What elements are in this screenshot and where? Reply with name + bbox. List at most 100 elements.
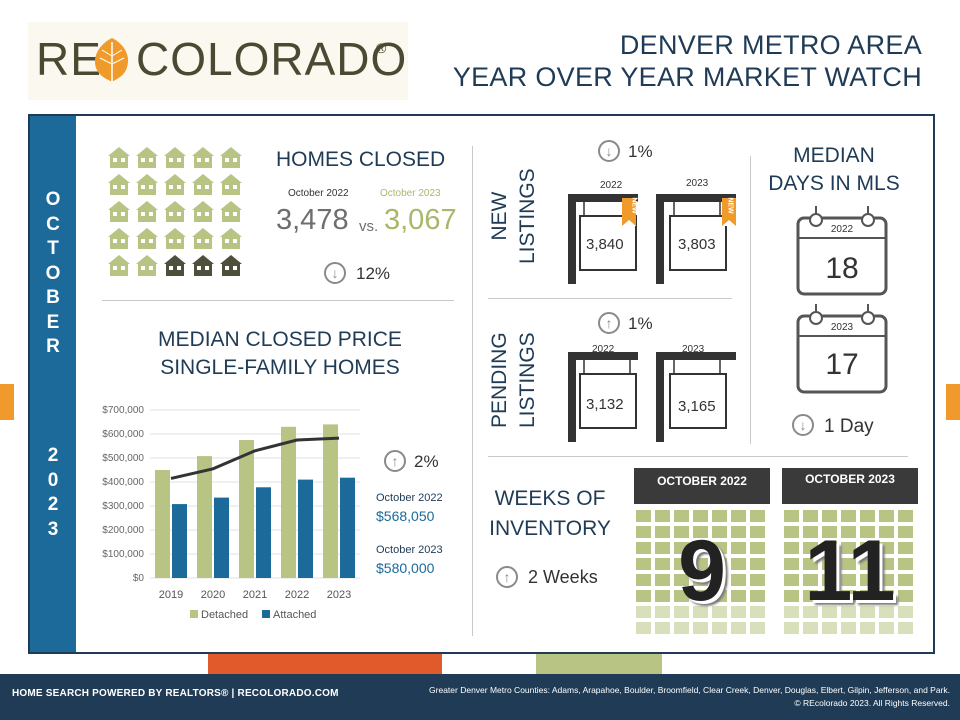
- bar-detached: [197, 456, 212, 578]
- bar-attached: [340, 477, 355, 578]
- new-listings-label-line2: LISTINGS: [516, 168, 539, 264]
- calendar-cell: [784, 558, 799, 570]
- calendar-cell: [822, 606, 837, 618]
- calendar-cell: [655, 558, 670, 570]
- house-icon: [108, 174, 130, 195]
- footer: HOME SEARCH POWERED BY REALTORS® | RECOL…: [0, 674, 960, 720]
- calendar-cell: [655, 590, 670, 602]
- calendar-icon: [796, 206, 888, 296]
- median-price-label-2022: October 2022: [376, 492, 443, 504]
- sidebar-letter: R: [46, 336, 60, 357]
- calendar-cell: [879, 606, 894, 618]
- house-icon: [220, 228, 242, 249]
- divider-vertical: [750, 156, 751, 444]
- arrow-up-icon: ↑: [496, 566, 518, 588]
- sign-post-icon: [656, 352, 736, 442]
- divider-vertical: [472, 146, 473, 636]
- median-price-chart: $0 $100,000 $200,000 $300,000 $400,000 $500,0…: [102, 405, 360, 621]
- house-icon: [136, 201, 158, 222]
- trend-line: [170, 436, 340, 480]
- pending-listings-value-2022: 3,132: [586, 396, 624, 413]
- pending-listings-change: 1%: [628, 314, 653, 333]
- house-icon: [192, 255, 214, 276]
- new-listings-signs: [568, 194, 736, 284]
- calendar-cell: [693, 542, 708, 554]
- calendar-cell: [655, 606, 670, 618]
- arrow-down-icon: ↓: [792, 414, 814, 436]
- days-in-mls-value-2022: 18: [825, 252, 859, 285]
- x-tick-label: 2022: [285, 589, 309, 601]
- inventory-label-2023: OCTOBER 2023: [805, 472, 895, 486]
- page-title-line2: YEAR OVER YEAR MARKET WATCH: [452, 62, 922, 92]
- sidebar-digit: 0: [47, 469, 59, 491]
- calendar-cell: [784, 590, 799, 602]
- footer-right-text: Greater Denver Metro Counties: Adams, Ar…: [429, 684, 950, 710]
- new-listings-year-2022: 2022: [600, 180, 623, 191]
- median-price-change: 2%: [414, 452, 439, 471]
- sidebar-year: 2 0 2 3: [30, 444, 76, 542]
- calendar-cell: [712, 590, 727, 602]
- house-icon: [108, 255, 130, 276]
- inventory-calendar-2022: [634, 468, 770, 634]
- calendar-header: [634, 468, 770, 504]
- house-icon: [136, 255, 158, 276]
- sidebar-letter: O: [45, 262, 61, 284]
- calendar-cell: [898, 542, 913, 554]
- calendar-cell: [693, 622, 708, 634]
- y-tick-label: $700,000: [102, 405, 144, 416]
- footer-counties: Greater Denver Metro Counties: Adams, Ar…: [429, 685, 950, 695]
- calendar-cell: [636, 510, 651, 522]
- calendar-cell: [860, 526, 875, 538]
- days-in-mls-title: MEDIAN DAYS IN MLS: [754, 142, 914, 198]
- calendar-cell: [655, 622, 670, 634]
- inventory-value-2023: 11: [804, 523, 896, 619]
- calendar-cell: [784, 542, 799, 554]
- new-badge: NEW: [626, 197, 638, 213]
- y-tick-label: $0: [133, 573, 145, 584]
- calendar-cell: [731, 574, 746, 586]
- aspen-leaf-icon: [94, 38, 129, 82]
- new-badge: NEW: [722, 197, 734, 213]
- house-icon: [220, 201, 242, 222]
- y-tick-label: $500,000: [102, 453, 144, 464]
- y-tick-label: $300,000: [102, 501, 144, 512]
- calendar-cell: [636, 622, 651, 634]
- calendar-cell: [636, 574, 651, 586]
- calendar-cell: [841, 590, 856, 602]
- pending-listings-value-2023: 3,165: [678, 398, 716, 415]
- calendar-cell: [860, 510, 875, 522]
- page-title-line1: DENVER METRO AREA: [619, 30, 922, 60]
- sidebar-digit: 2: [47, 445, 59, 466]
- calendar-cell: [898, 510, 913, 522]
- bar-detached: [239, 440, 254, 578]
- bar-attached: [298, 479, 313, 578]
- calendar-cell: [822, 510, 837, 522]
- calendar-cell: [803, 590, 818, 602]
- month-sidebar: O C T O B E R 2 0 2 3: [30, 116, 76, 652]
- weeks-of-inventory-title-line1: WEEKS OF: [494, 487, 606, 510]
- calendar-cell: [750, 590, 765, 602]
- orange-accent-right: [946, 384, 960, 420]
- days-in-mls-year-2023: 2023: [830, 322, 854, 333]
- median-price-label-2023: October 2023: [376, 544, 443, 556]
- calendar-cell: [636, 606, 651, 618]
- legend-swatch: [190, 610, 198, 618]
- calendar-cell: [841, 574, 856, 586]
- calendar-cell: [731, 510, 746, 522]
- calendar-cell: [879, 542, 894, 554]
- calendar-cell: [750, 606, 765, 618]
- arrow-up-icon: ↑: [384, 450, 406, 472]
- calendar-cell: [784, 606, 799, 618]
- calendar-cell: [822, 558, 837, 570]
- calendar-cell: [655, 510, 670, 522]
- calendar-cell: [636, 542, 651, 554]
- arrow-down-icon: ↓: [324, 262, 346, 284]
- calendar-cell: [674, 558, 689, 570]
- sidebar-letter: C: [46, 213, 60, 235]
- house-icon: [108, 201, 130, 222]
- pending-listings-year-2022: 2022: [592, 344, 615, 355]
- calendar-cell: [674, 590, 689, 602]
- calendar-cell: [879, 558, 894, 570]
- divider: [102, 300, 454, 301]
- calendar-cell: [822, 574, 837, 586]
